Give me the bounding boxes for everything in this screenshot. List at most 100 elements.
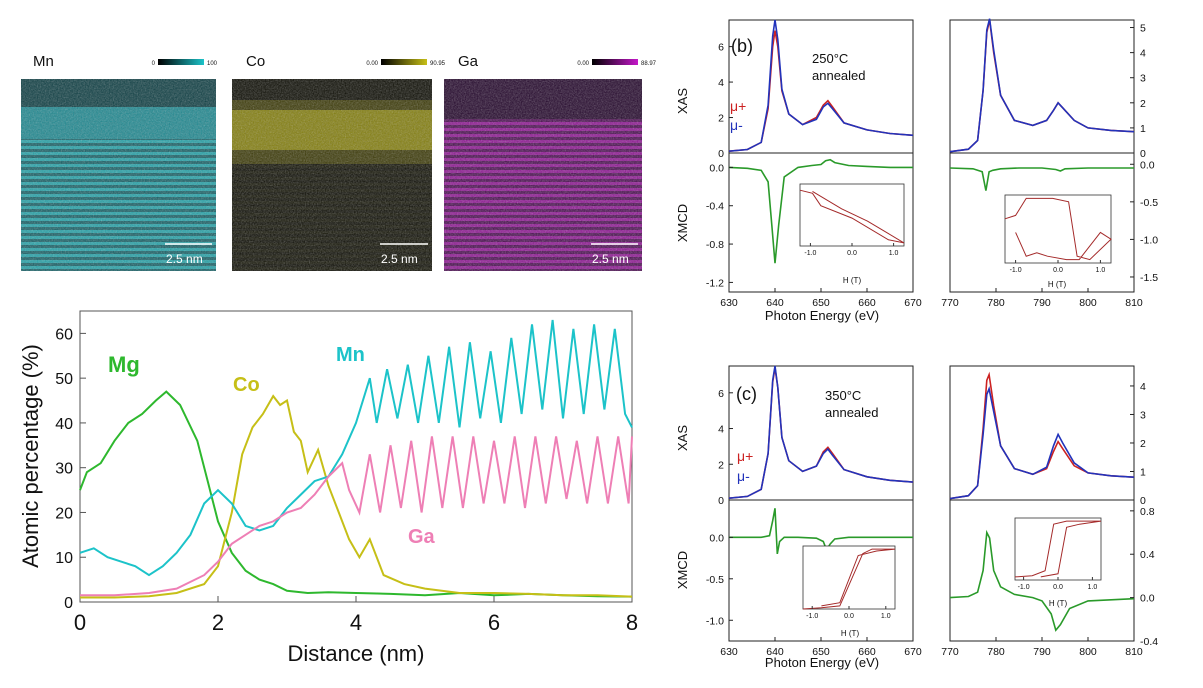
b-xas-right-y-tick-label: 5 xyxy=(1140,23,1146,35)
b-xas-right-mu-minus xyxy=(949,18,1135,153)
scalebar-label-co: 2.5 nm xyxy=(381,252,418,266)
c-xmcd-left xyxy=(729,508,913,555)
b-x-left-tick-label: 640 xyxy=(766,297,784,309)
c-xmcd-left-y-tick-label: -1.0 xyxy=(706,615,724,627)
label-mg: Mg xyxy=(108,352,140,377)
c-x-left-tick-label: 640 xyxy=(766,646,784,658)
annotation-annealed-c: annealed xyxy=(825,405,879,420)
inset-c-left-tick-label: -1.0 xyxy=(806,613,818,620)
profile-series xyxy=(79,319,633,599)
scalebar-label-mn: 2.5 nm xyxy=(166,252,203,266)
b-xmcd-left-y-tick-label: -0.4 xyxy=(706,201,724,213)
legend-mu-plus-b: μ+ xyxy=(730,98,746,114)
series-line-mn xyxy=(79,319,633,577)
inset-b-right-tick-label: 0.0 xyxy=(1053,267,1063,274)
b-xmcd-left xyxy=(728,158,913,264)
b-x-left-tick-label: 670 xyxy=(904,297,922,309)
c-xas-right-y-tick-label: 4 xyxy=(1140,381,1146,393)
panel-label-c: (c) xyxy=(736,384,757,404)
c-xas-right-mu-minus xyxy=(949,386,1135,500)
c-x-right-tick-label: 790 xyxy=(1033,646,1051,658)
c-x-left-tick-label: 630 xyxy=(720,646,738,658)
b-xmcd-right-y-tick-label: -0.5 xyxy=(1140,197,1158,209)
c-xmcd-right-y-tick-label: 0.0 xyxy=(1140,593,1155,605)
colorbar-min-ga: 0.00 xyxy=(577,61,589,67)
profile-x-tick-label: 2 xyxy=(212,610,224,635)
b-xas-left-y-tick-label: 6 xyxy=(718,42,724,54)
c-x-left-tick-label: 670 xyxy=(904,646,922,658)
series-line-ga xyxy=(80,436,633,597)
inset-b-right-tick-label: 1.0 xyxy=(1096,267,1106,274)
xmcd-panel-c: (c) 350°C annealed μ+ μ- XAS XMCD Photon… xyxy=(675,384,1067,670)
xlabel-c: Photon Energy (eV) xyxy=(765,655,879,670)
c-xmcd-right xyxy=(949,529,1135,632)
legend-mu-minus-b: μ- xyxy=(730,117,743,133)
b-xas-right-mu-plus xyxy=(949,19,1135,153)
colorbar-mn xyxy=(158,59,204,65)
colorbar-co xyxy=(381,59,427,65)
colorbar-max-mn: 100 xyxy=(207,61,218,67)
c-xas-left-y-tick-label: 0 xyxy=(718,495,724,507)
c-xmcd-right-y-tick-label: 0.4 xyxy=(1140,549,1155,561)
annotation-annealed-b: annealed xyxy=(812,68,866,83)
colorbar-max-co: 90.95 xyxy=(430,61,446,67)
profile-y-axis-label: Atomic percentage (%) xyxy=(18,344,43,568)
b-x-left-tick-label: 630 xyxy=(720,297,738,309)
b-xmcd-right xyxy=(949,167,1134,191)
b-x-right-tick-label: 800 xyxy=(1079,297,1097,309)
profile-y-tick-label: 30 xyxy=(55,461,73,478)
series-line-mg xyxy=(79,390,633,598)
map-label-co: Co xyxy=(246,53,265,70)
map-label-mn: Mn xyxy=(33,53,54,70)
xmcd-panel-b: (b) 250°C annealed μ+ μ- XAS XMCD Photon… xyxy=(675,36,1066,323)
inset-b-right-tick-label: -1.0 xyxy=(1010,267,1022,274)
colorbar-min-mn: 0 xyxy=(152,61,156,67)
c-xas-right-y-tick-label: 0 xyxy=(1140,495,1146,507)
inset-b-left-tick-label: 1.0 xyxy=(889,250,899,257)
inset-c-right-loop xyxy=(1014,520,1102,578)
legend-mu-plus-c: μ+ xyxy=(737,448,753,464)
profile-x-axis-label: Distance (nm) xyxy=(288,641,425,666)
spectra-layer: 0 2 4 6 0 1 2 3 4 5 0.0 -0.4 -0.8 -1.2 0.0 -0.5 -1.0 -1.5… xyxy=(706,18,1158,658)
xlabel-b: Photon Energy (eV) xyxy=(765,308,879,323)
label-co: Co xyxy=(233,374,260,396)
profile-x-tick-label: 0 xyxy=(74,610,86,635)
profile-x-tick-label: 6 xyxy=(488,610,500,635)
b-x-right-tick-label: 770 xyxy=(941,297,959,309)
b-xas-right-y-tick-label: 1 xyxy=(1140,123,1146,135)
c-x-right-tick-label: 780 xyxy=(987,646,1005,658)
c-xas-left-y-tick-label: 6 xyxy=(718,388,724,400)
series-line-co xyxy=(80,394,633,599)
annotation-temp-c: 350°C xyxy=(825,388,861,403)
inset-b-left-tick-label: -1.0 xyxy=(804,250,816,257)
inset-xlabel-c-left: H (T) xyxy=(841,629,860,638)
inset-xlabel-b-left: H (T) xyxy=(843,276,862,285)
inset-c-left-tick-label: 0.0 xyxy=(844,613,854,620)
profile-x-tick-label: 8 xyxy=(626,610,638,635)
label-mn: Mn xyxy=(336,344,365,366)
c-x-left-tick-label: 650 xyxy=(812,646,830,658)
b-xas-left-y-tick-label: 4 xyxy=(718,77,724,89)
b-xmcd-left-y-tick-label: -0.8 xyxy=(706,239,724,251)
colorbar-ga xyxy=(592,59,638,65)
profile-y-tick-label: 60 xyxy=(55,326,73,343)
inset-xlabel-b-right: H (T) xyxy=(1048,280,1067,289)
eds-map-mn: Mn 0 100 2.5 nm xyxy=(21,53,218,271)
annotation-temp-b: 250°C xyxy=(812,51,848,66)
c-xas-right-y-tick-label: 1 xyxy=(1140,466,1146,478)
b-x-right-tick-label: 780 xyxy=(987,297,1005,309)
b-xas-left-y-tick-label: 0 xyxy=(718,148,724,160)
colorbar-max-ga: 88.97 xyxy=(641,61,657,67)
label-ga: Ga xyxy=(408,526,436,548)
ylabel-xmcd-b: XMCD xyxy=(675,204,690,242)
b-x-right-tick-label: 790 xyxy=(1033,297,1051,309)
b-x-left-tick-label: 650 xyxy=(812,297,830,309)
profile-y-tick-label: 40 xyxy=(55,416,73,433)
c-xas-left-mu-minus xyxy=(728,365,914,499)
c-xas-left-y-tick-label: 2 xyxy=(718,459,724,471)
inset-c-left-loop xyxy=(802,548,896,610)
c-x-right-tick-label: 800 xyxy=(1079,646,1097,658)
scalebar-label-ga: 2.5 nm xyxy=(592,252,629,266)
inset-b-left-frame xyxy=(799,183,905,247)
